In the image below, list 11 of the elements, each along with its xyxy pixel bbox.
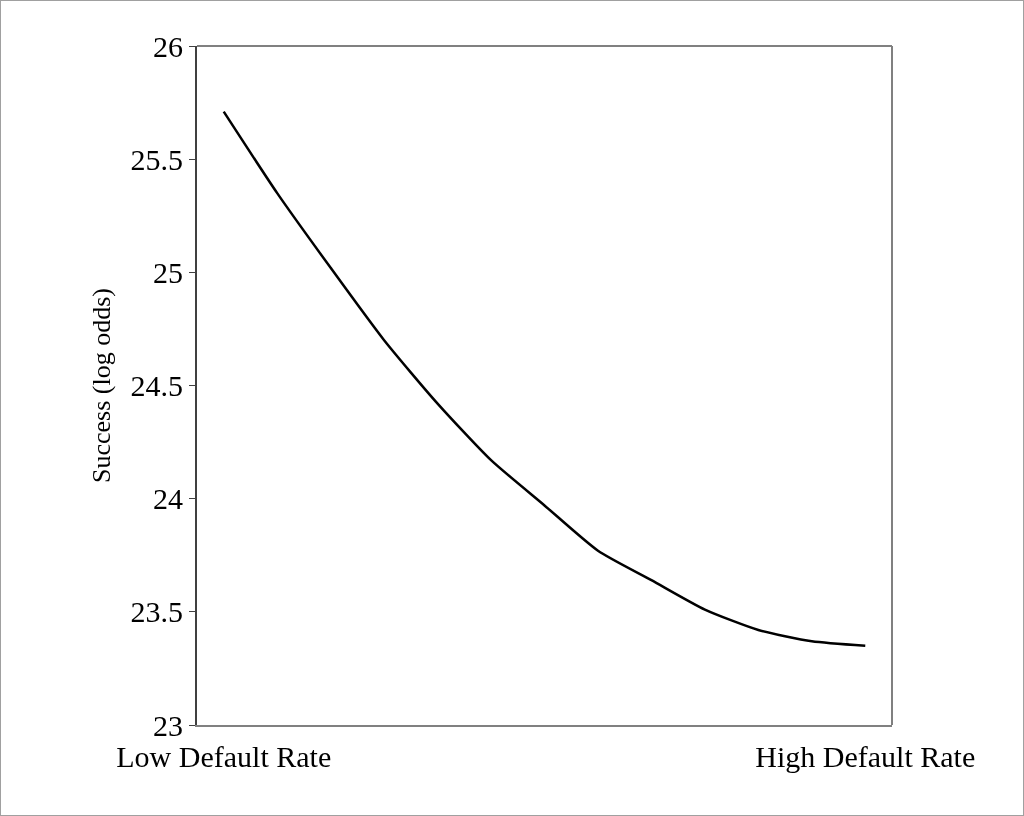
y-tick-label: 24.5 (130, 369, 183, 402)
y-tick-label: 23.5 (130, 595, 183, 629)
y-tick-label: 23 (153, 708, 183, 742)
x-tick-label: Low Default Rate (116, 740, 332, 773)
y-tick-label: 24 (153, 482, 183, 516)
x-tick-label: High Default Rate (755, 740, 976, 773)
y-tick-label: 26 (153, 29, 183, 63)
line-series (222, 110, 867, 648)
y-tick-label: 25 (153, 255, 183, 289)
y-axis-title: Success (log odds) (87, 288, 117, 483)
y-tick-label: 25.5 (130, 142, 183, 176)
